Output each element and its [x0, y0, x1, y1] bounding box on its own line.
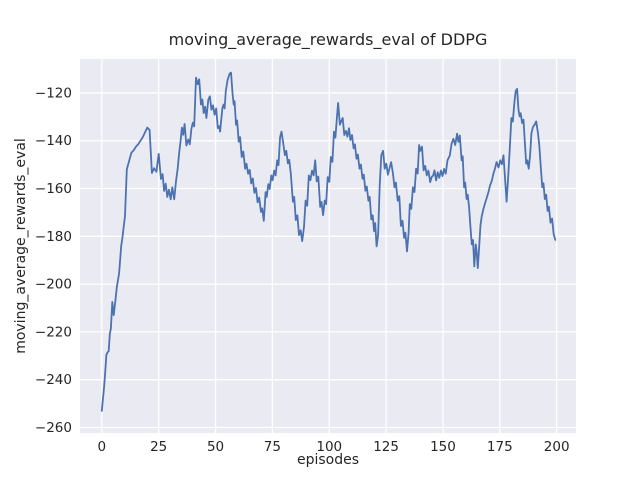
y-tick-label: −220 — [35, 324, 72, 340]
y-tick-label: −240 — [35, 372, 72, 388]
y-tick-label: −200 — [35, 277, 72, 293]
y-tick-label: −160 — [35, 181, 72, 197]
x-tick-label: 50 — [207, 439, 224, 455]
x-tick-label: 0 — [98, 439, 107, 455]
chart-title: moving_average_rewards_eval of DDPG — [168, 30, 488, 49]
y-tick-label: −180 — [35, 229, 72, 245]
x-tick-label: 125 — [373, 439, 399, 455]
x-tick-label: 75 — [264, 439, 281, 455]
y-tick-label: −120 — [35, 85, 72, 101]
y-tick-label: −260 — [35, 420, 72, 436]
x-tick-label: 150 — [430, 439, 456, 455]
y-tick-label: −140 — [35, 133, 72, 149]
x-tick-label: 200 — [544, 439, 570, 455]
reward-line-series — [100, 71, 557, 412]
x-tick-label: 25 — [150, 439, 167, 455]
x-tick-label: 175 — [487, 439, 513, 455]
x-tick-label: 100 — [316, 439, 342, 455]
plot-background — [80, 59, 576, 433]
x-axis-label: episodes — [296, 452, 360, 468]
y-axis-label: moving_average_rewards_eval — [13, 138, 29, 354]
